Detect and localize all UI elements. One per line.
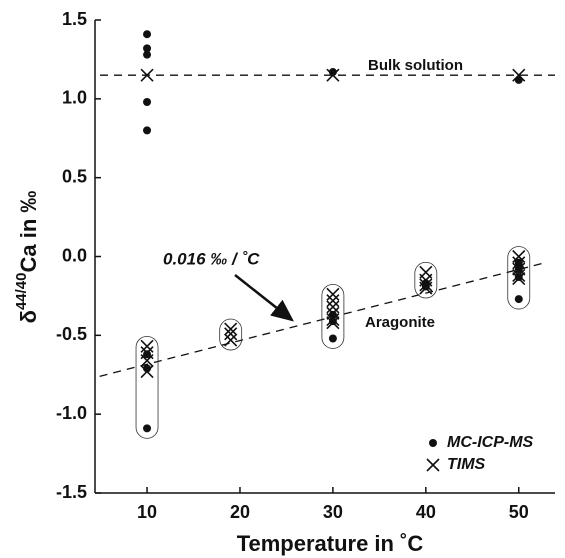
y-label-sup: 44/40 [13,273,30,311]
dot-marker [143,350,152,359]
dot-marker [328,334,337,343]
annotation-arrow [234,274,294,322]
dot-marker [143,44,152,53]
dot-marker [429,439,437,447]
cross-marker [512,68,526,82]
cross-marker [326,287,340,301]
cross-marker [426,458,440,472]
x-tick-label: 10 [137,502,157,522]
cross-marker [326,313,340,327]
cross-marker [140,365,154,379]
slope-annotation: 0.016 ‰ / ˚C [163,249,260,268]
cross-marker [326,316,340,330]
x-axis-label: Temperature in ˚C [237,531,424,556]
dot-marker [143,97,152,106]
cross-marker [512,249,526,264]
dot-marker [143,30,152,39]
dot-marker [143,126,152,135]
cross-marker [326,306,340,320]
dot-marker [421,282,430,291]
y-tick-label: 0.0 [62,245,87,265]
y-axis-label: δ44/40Ca in ‰ [13,191,41,324]
group-outline [507,246,531,310]
trend-label: Aragonite [365,314,435,331]
group-outline [219,318,243,351]
y-tick-label: 0.5 [62,166,87,186]
dot-marker [514,295,523,304]
dot-marker [143,424,152,433]
cross-marker [224,333,238,347]
cross-marker [140,339,154,353]
x-tick-label: 50 [509,502,529,522]
y-label-prefix: δ [16,310,41,323]
cross-marker [326,300,340,314]
cross-marker [512,268,526,282]
legend-label: TIMS [447,456,486,473]
x-tick-label: 30 [323,502,343,522]
dot-marker [514,272,523,281]
y-label-main: Ca in ‰ [16,191,41,273]
group-outline [135,335,159,439]
cross-marker [326,68,340,82]
y-tick-label: 1.5 [62,9,87,29]
cross-marker [140,68,154,82]
group-outline [414,261,438,299]
cross-marker [419,278,433,292]
cross-marker [224,322,238,336]
legend-label: MC-ICP-MS [447,434,534,451]
cross-marker [326,294,340,308]
x-tick-label: 20 [230,502,250,522]
y-tick-label: -0.5 [56,324,87,344]
cross-marker [512,256,526,270]
cross-marker [224,327,238,341]
x-tick-label: 40 [416,502,436,522]
dot-marker [328,317,337,326]
bulk-label: Bulk solution [368,57,463,74]
cross-marker [512,262,526,276]
y-tick-label: -1.0 [56,403,87,423]
group-outline [321,283,345,349]
cross-marker [512,272,526,286]
dot-marker [143,50,152,59]
cross-marker [140,353,154,368]
cross-marker [419,281,433,295]
y-tick-label: -1.5 [56,482,87,502]
y-tick-label: 1.0 [62,88,87,108]
